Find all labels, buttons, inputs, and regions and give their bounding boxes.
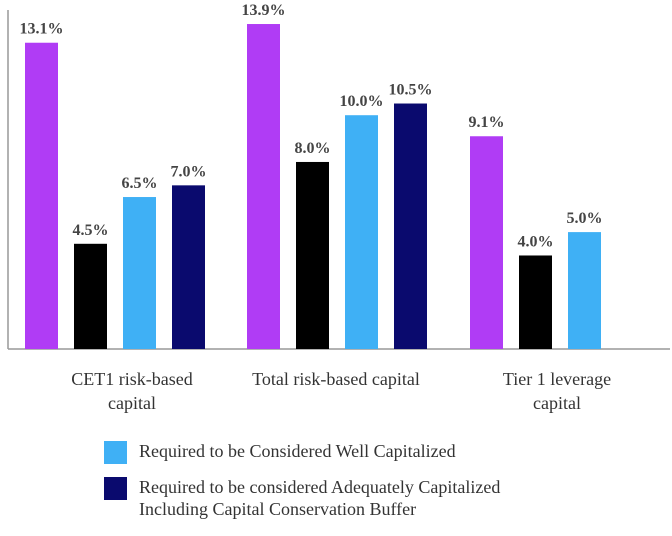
bar-1-3 [394,103,427,349]
category-label-1-line1: Total risk-based capital [252,369,420,389]
legend-swatch-adequately-capitalized [104,477,127,500]
bar-2-2 [568,232,601,349]
category-label-0-line1: CET1 risk-based [71,369,192,389]
data-label-1-3: 10.5% [389,82,433,99]
bar-2-0 [470,136,503,349]
data-label-0-0: 13.1% [20,21,64,38]
data-label-1-0: 13.9% [242,2,286,19]
data-label-0-1: 4.5% [73,222,109,239]
legend-swatch-well-capitalized [104,441,127,464]
data-label-1-1: 8.0% [295,140,331,157]
category-labels-group: CET1 risk-based capital Total risk-based c… [71,369,611,413]
data-label-2-0: 9.1% [469,114,505,131]
bar-2-1 [519,255,552,349]
bar-1-0 [247,24,280,349]
legend-item-well-capitalized: Required to be Considered Well Capitaliz… [104,440,664,464]
legend-label-adequately-capitalized: Required to be considered Adequately Cap… [139,477,501,519]
legend-item-adequately-capitalized: Required to be considered Adequately Cap… [104,476,664,520]
data-label-0-3: 7.0% [171,163,207,180]
bar-0-0 [25,42,58,350]
legend-label-well-capitalized: Required to be Considered Well Capitaliz… [139,441,456,461]
capital-ratio-chart: 13.1% 4.5% 6.5% 7.0% 13.9% 8.0% 10.0% 10.5% 9.1%… [7,2,670,413]
data-label-2-1: 4.0% [518,233,554,250]
data-label-2-2: 5.0% [567,210,603,227]
category-label-2-line2: capital [533,393,581,413]
bar-0-2 [123,197,156,349]
bar-1-2 [345,115,378,349]
data-label-0-2: 6.5% [122,175,158,192]
category-label-0-line2: capital [108,393,156,413]
legend: Required to be Considered Well Capitaliz… [104,440,664,532]
bar-0-1 [74,243,107,349]
bar-0-3 [172,185,205,349]
value-labels-group: 13.1% 4.5% 6.5% 7.0% 13.9% 8.0% 10.0% 10.5% 9.1%… [20,2,603,250]
bar-1-1 [296,161,329,349]
category-label-2-line1: Tier 1 leverage [503,369,611,389]
data-label-1-2: 10.0% [340,93,384,110]
bars-group [25,24,601,350]
